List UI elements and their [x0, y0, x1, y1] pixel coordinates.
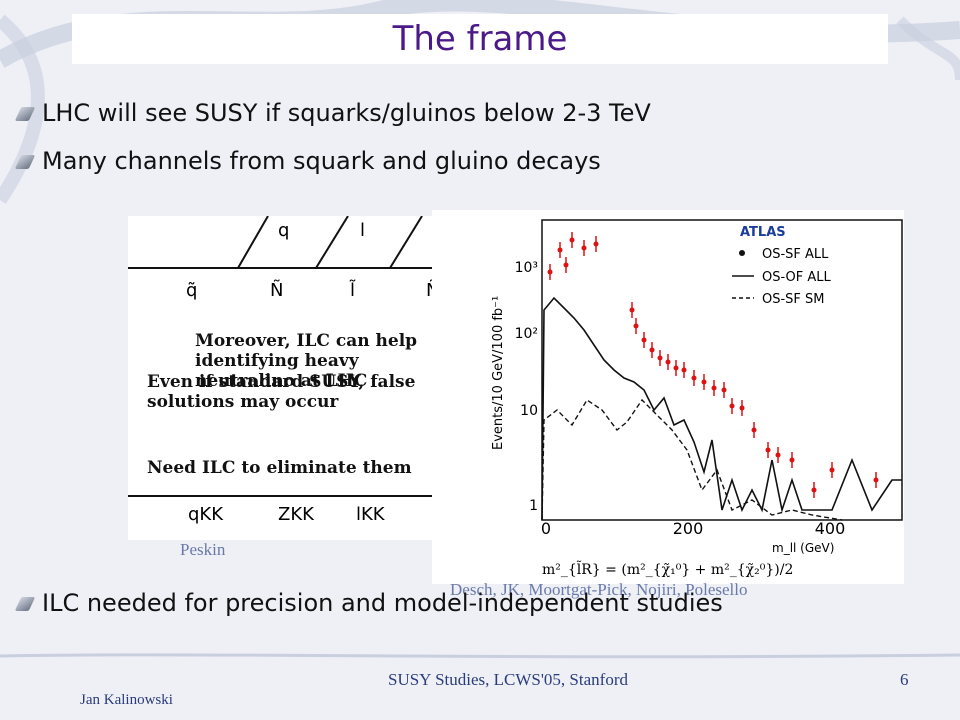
- plot-series-layer: [541, 232, 902, 521]
- data-point: [711, 385, 717, 391]
- kk-label: qKK: [188, 504, 224, 525]
- kk-label: lKK: [356, 504, 386, 525]
- x-tick-label: 200: [673, 519, 704, 538]
- bullet-text: Many channels from squark and gluino dec…: [42, 147, 601, 175]
- overlay-text-ilc-help: Moreover, ILC can help identifying heavy…: [195, 331, 418, 391]
- data-point: [629, 307, 635, 313]
- legend-entry: OS-SF SM: [762, 292, 825, 307]
- data-point: [665, 359, 671, 365]
- annotation-overlay: [136, 320, 436, 495]
- data-point: [811, 487, 817, 493]
- data-point: [701, 379, 707, 385]
- bullet-item: ILC needed for precision and model-indep…: [14, 588, 723, 618]
- overlay-text-eliminate: Need ILC to eliminate them: [147, 458, 412, 478]
- lower-label: l̃: [349, 280, 356, 301]
- data-point: [569, 237, 575, 243]
- page-number: 6: [900, 670, 909, 689]
- data-point: [721, 387, 727, 393]
- kk-label: ZKK: [278, 504, 315, 525]
- plot-frame: [541, 219, 903, 521]
- slide-title: The frame: [392, 19, 568, 59]
- footer-conference: SUSY Studies, LCWS'05, Stanford: [388, 670, 628, 689]
- data-point: [563, 262, 569, 268]
- y-tick-label: 10³: [515, 260, 538, 276]
- bullet-marker-icon: [14, 597, 36, 611]
- plot-credit: Desch, JK, Moortgat-Pick, Nojiri, Polese…: [450, 580, 748, 599]
- footer-divider: [0, 653, 960, 659]
- data-point: [547, 269, 553, 275]
- y-tick-label: 10: [520, 403, 538, 419]
- upper-branch-2: [315, 215, 349, 269]
- lower-label: q̃: [186, 280, 197, 301]
- data-point: [633, 323, 639, 329]
- os-sf-sm-histogram: [541, 398, 843, 521]
- bullet-item: Many channels from squark and gluino dec…: [14, 146, 601, 176]
- legend-entry: OS-SF ALL: [762, 247, 829, 262]
- lower-label: Ñ: [270, 279, 283, 301]
- upper-label: l: [360, 220, 365, 241]
- bullet-marker-icon: [14, 155, 36, 169]
- os-of-histogram: [541, 296, 902, 521]
- data-point: [681, 367, 687, 373]
- data-point: [657, 355, 663, 361]
- data-point: [729, 403, 735, 409]
- x-axis-label: m_ll (GeV): [772, 541, 834, 555]
- atlas-plot-svg: Events/10 GeV/100 fb⁻¹ 1 10 10² 10³ 0 20…: [491, 219, 903, 578]
- y-tick-label: 10²: [515, 326, 538, 342]
- data-point: [557, 247, 563, 253]
- bullet-item: LHC will see SUSY if squarks/gluinos bel…: [14, 98, 651, 128]
- legend-entry: OS-OF ALL: [762, 270, 832, 285]
- overlay-text-false-solutions: Even if standard SUSY, false solutions m…: [147, 372, 416, 412]
- plot-formula: m²_{l̃R} = (m²_{χ̃₁⁰} + m²_{χ̃₂⁰})/2: [542, 560, 793, 578]
- data-point: [751, 427, 757, 433]
- title-bar: [72, 14, 888, 64]
- data-point: [641, 337, 647, 343]
- data-point: [765, 447, 771, 453]
- footer-author: Jan Kalinowski: [80, 692, 173, 708]
- bullet-text: LHC will see SUSY if squarks/gluinos bel…: [42, 99, 651, 127]
- upper-branch-3: [389, 215, 423, 269]
- upper-branch-1: [237, 215, 269, 269]
- data-point: [649, 347, 655, 353]
- y-tick-label: 1: [529, 498, 538, 514]
- atlas-plot: Events/10 GeV/100 fb⁻¹ 1 10 10² 10³ 0 20…: [432, 210, 904, 584]
- data-point: [593, 241, 599, 247]
- x-tick-label: 0: [541, 519, 551, 538]
- data-point: [789, 457, 795, 463]
- legend-title: ATLAS: [740, 225, 786, 240]
- bullet-marker-icon: [14, 107, 36, 121]
- y-axis-label: Events/10 GeV/100 fb⁻¹: [491, 296, 506, 450]
- upper-label: q: [278, 220, 289, 241]
- data-point: [691, 375, 697, 381]
- legend-marker-dot: [739, 250, 745, 256]
- data-point: [673, 365, 679, 371]
- data-point: [739, 405, 745, 411]
- data-point: [829, 467, 835, 473]
- data-point: [775, 452, 781, 458]
- data-point: [873, 477, 879, 483]
- data-point: [581, 245, 587, 251]
- diagram-credit: Peskin: [180, 540, 226, 559]
- bullet-text: ILC needed for precision and model-indep…: [42, 589, 723, 617]
- x-tick-label: 400: [815, 519, 846, 538]
